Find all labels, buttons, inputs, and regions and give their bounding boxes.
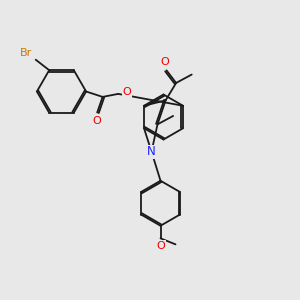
- Text: O: O: [160, 57, 169, 68]
- Text: O: O: [122, 87, 131, 97]
- Text: O: O: [93, 116, 102, 126]
- Text: Br: Br: [20, 48, 32, 58]
- Text: O: O: [157, 241, 166, 251]
- Text: N: N: [147, 145, 156, 158]
